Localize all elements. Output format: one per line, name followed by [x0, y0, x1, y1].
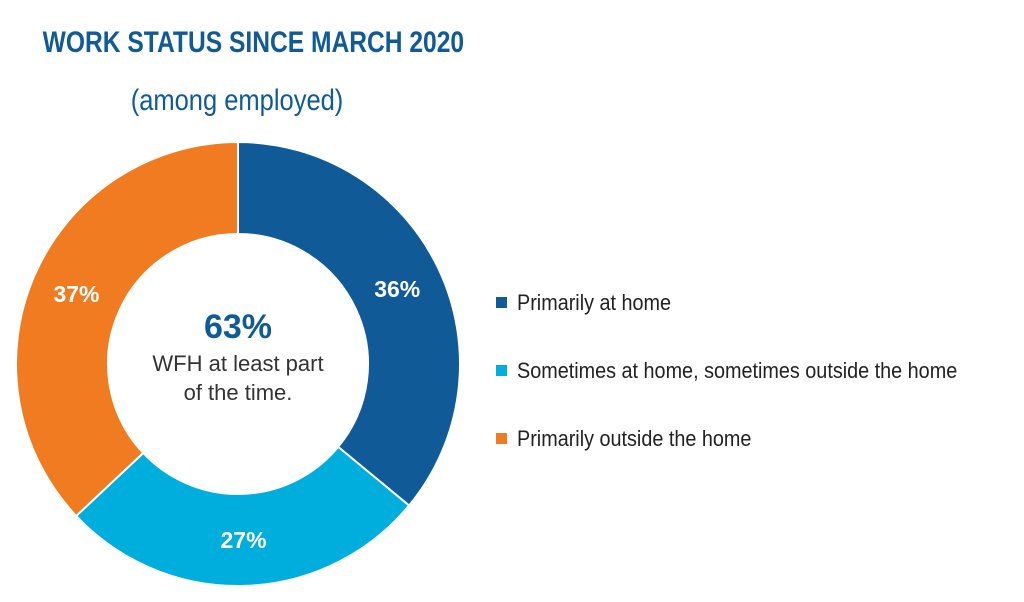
donut-slice-0: [237, 140, 461, 507]
slice-label-1: 27%: [221, 527, 267, 553]
legend: Primarily at home Sometimes at home, som…: [496, 286, 1006, 490]
center-caption: WFH at least part of the time.: [138, 349, 338, 407]
center-caption-line-1: WFH at least part: [152, 351, 324, 376]
legend-label: Primarily outside the home: [517, 425, 752, 451]
donut-slice-1: [74, 445, 411, 587]
legend-label: Sometimes at home, sometimes outside the…: [517, 357, 958, 383]
center-value: 63%: [203, 308, 273, 346]
legend-swatch: [496, 433, 507, 444]
chart-title: WORK STATUS SINCE MARCH 2020: [42, 26, 465, 59]
donut-slice-2: [15, 140, 239, 518]
legend-swatch: [496, 297, 507, 308]
legend-item-sometimes-at-home: Sometimes at home, sometimes outside the…: [496, 354, 1006, 387]
legend-label: Primarily at home: [517, 289, 672, 315]
legend-item-primarily-at-home: Primarily at home: [496, 286, 1006, 319]
center-caption-line-2: of the time.: [183, 380, 293, 405]
slice-label-2: 37%: [53, 281, 99, 307]
chart-subtitle: (among employed): [130, 84, 344, 117]
legend-item-primarily-outside: Primarily outside the home: [496, 422, 1006, 455]
legend-swatch: [496, 365, 507, 376]
slice-label-0: 36%: [374, 276, 420, 302]
